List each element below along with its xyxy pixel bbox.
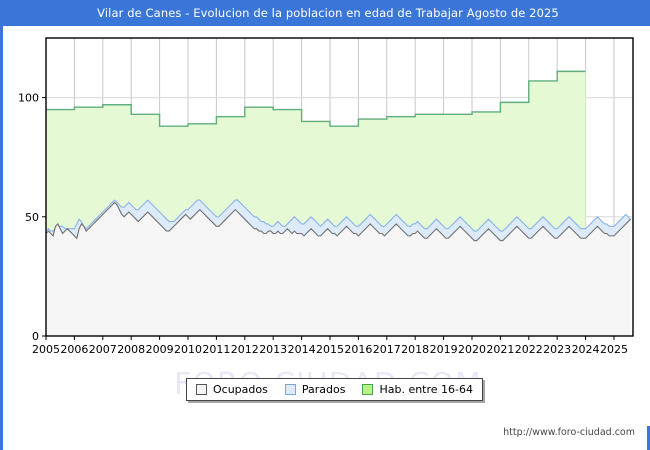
legend-swatch-hab-16-64 [362, 384, 374, 395]
svg-text:2018: 2018 [401, 343, 429, 356]
svg-text:2005: 2005 [32, 343, 60, 356]
svg-text:2007: 2007 [89, 343, 117, 356]
svg-text:2006: 2006 [60, 343, 88, 356]
svg-text:2013: 2013 [259, 343, 287, 356]
svg-text:2010: 2010 [174, 343, 202, 356]
svg-text:2011: 2011 [202, 343, 230, 356]
svg-text:2012: 2012 [231, 343, 259, 356]
svg-text:2021: 2021 [486, 343, 514, 356]
svg-text:50: 50 [25, 211, 39, 224]
svg-text:2008: 2008 [117, 343, 145, 356]
svg-text:2025: 2025 [600, 343, 628, 356]
svg-text:2019: 2019 [430, 343, 458, 356]
legend-item-parados: Parados [284, 383, 346, 396]
svg-text:2024: 2024 [572, 343, 600, 356]
svg-text:2023: 2023 [543, 343, 571, 356]
svg-text:2020: 2020 [458, 343, 486, 356]
legend-swatch-parados [284, 384, 296, 395]
legend-label-ocupados: Ocupados [213, 383, 268, 396]
svg-text:0: 0 [32, 330, 39, 343]
svg-text:100: 100 [18, 92, 39, 105]
legend-swatch-ocupados [196, 384, 207, 395]
legend-label-parados: Parados [301, 383, 346, 396]
svg-text:2022: 2022 [515, 343, 543, 356]
svg-text:2016: 2016 [344, 343, 372, 356]
legend-item-hab-16-64: Hab. entre 16-64 [362, 383, 473, 396]
y-axis: 0 50 100 [18, 92, 46, 343]
chart-frame [45, 37, 634, 337]
x-axis: 2005 2006 2007 2008 2009 2010 2011 2012 2013 2014… [32, 336, 628, 356]
window-titlebar: Vilar de Canes - Evolucion de la poblaci… [3, 0, 650, 26]
svg-text:2014: 2014 [288, 343, 316, 356]
page-title: Vilar de Canes - Evolucion de la poblaci… [97, 6, 559, 20]
svg-text:2009: 2009 [146, 343, 174, 356]
svg-text:2015: 2015 [316, 343, 344, 356]
chart-legend: Ocupados Parados Hab. entre 16-64 [186, 378, 484, 401]
svg-text:2017: 2017 [373, 343, 401, 356]
legend-label-hab-16-64: Hab. entre 16-64 [379, 383, 474, 396]
chart-series [45, 70, 631, 336]
footer-url: http://www.foro-ciudad.com [503, 427, 635, 438]
legend-item-ocupados: Ocupados [196, 383, 268, 396]
